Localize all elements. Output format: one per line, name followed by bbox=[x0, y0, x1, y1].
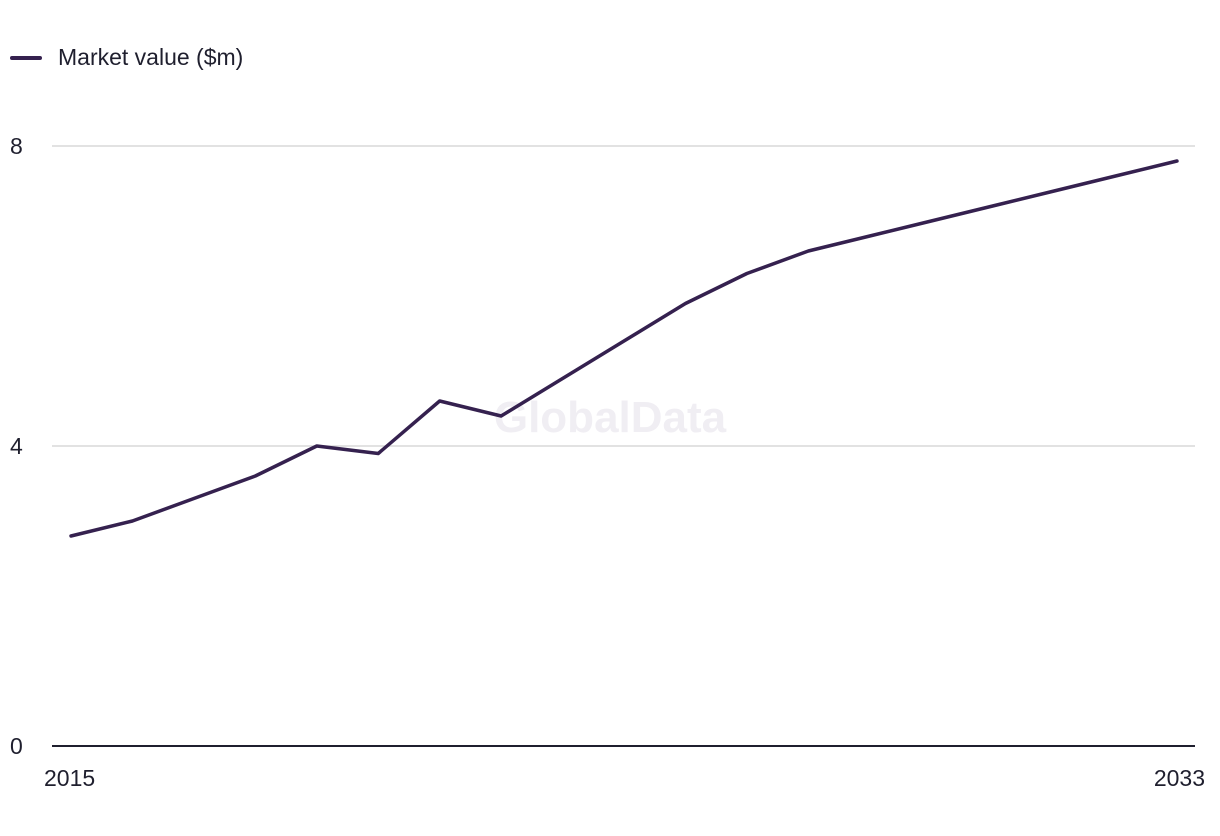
legend-label: Market value ($m) bbox=[58, 44, 244, 70]
y-tick-label-0: 0 bbox=[10, 733, 23, 759]
x-tick-label-start: 2015 bbox=[44, 765, 95, 791]
series-line-0 bbox=[69, 159, 1179, 538]
y-tick-label-4: 4 bbox=[10, 433, 23, 459]
y-tick-label-8: 8 bbox=[10, 133, 23, 159]
watermark-text: GlobalData bbox=[494, 393, 727, 442]
legend: Market value ($m) bbox=[10, 44, 243, 71]
x-tick-label-end: 2033 bbox=[1154, 765, 1205, 791]
legend-swatch bbox=[10, 55, 42, 60]
